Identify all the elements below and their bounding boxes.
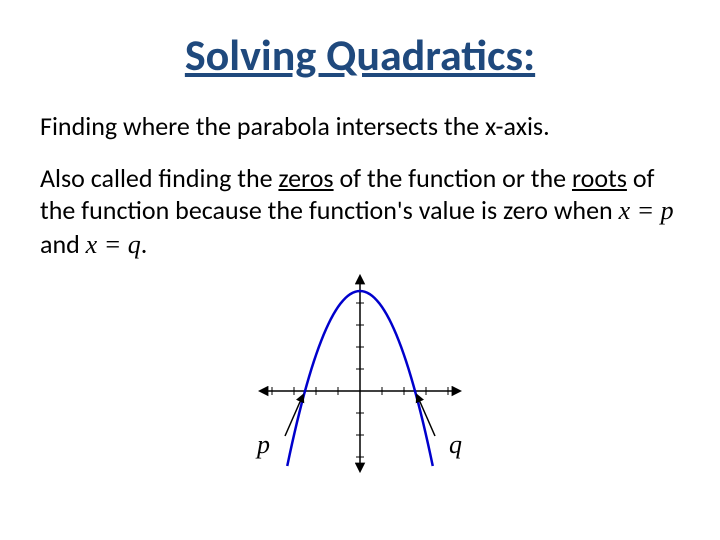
root-label-p: p [257,430,270,460]
body-paragraph: Also called finding the zeros of the fun… [40,162,680,262]
root-label-q: q [449,430,462,460]
body-xp-p: p [661,196,674,225]
body-mid1: of the function or the [334,162,572,194]
subtitle: Finding where the parabola intersects th… [40,110,680,144]
page-title: Solving Quadratics: [40,28,680,82]
body-xq-q: q [128,230,141,259]
body-and: and [40,228,86,260]
body-xq-eq: = [97,230,128,259]
body-roots: roots [572,162,627,194]
graph-area: p q [40,271,680,501]
parabola-graph [245,271,475,476]
title-text: Solving Quadratics: [185,28,535,82]
body-period: . [141,228,148,260]
body-xp-x: x [619,196,631,225]
body-xq-x: x [86,230,98,259]
body-prefix: Also called finding the [40,162,278,194]
body-xp-eq: = [630,196,661,225]
subtitle-text: Finding where the parabola intersects th… [40,110,550,142]
body-zeros: zeros [278,162,333,194]
